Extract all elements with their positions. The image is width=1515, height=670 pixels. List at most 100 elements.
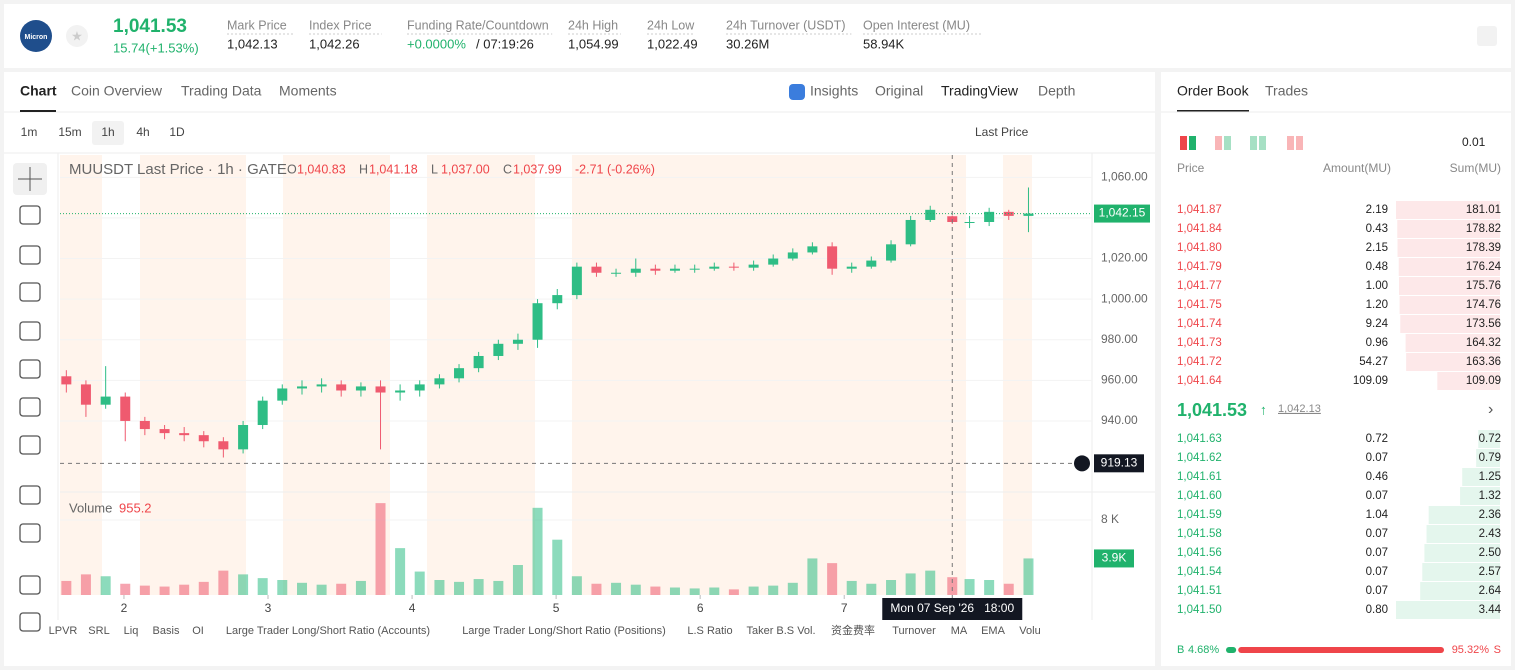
indicator[interactable]: LPVR	[49, 625, 78, 637]
view-mode[interactable]	[1287, 136, 1294, 150]
ob-price: 1,041.51	[1177, 585, 1222, 597]
ob-tab[interactable]: Order Book	[1177, 83, 1250, 99]
indicator[interactable]: 资金费率	[831, 623, 875, 637]
tool-icon[interactable]	[19, 397, 41, 417]
tab[interactable]: Chart	[20, 83, 57, 99]
depth-bar	[1476, 449, 1500, 467]
interval[interactable]: 4h	[136, 125, 149, 139]
ob-price: 1,041.84	[1177, 223, 1222, 235]
candle-body	[768, 258, 779, 265]
tool-icon[interactable]	[19, 612, 41, 632]
volume-bar	[218, 570, 229, 595]
depth-bar	[1406, 353, 1500, 371]
tool-icon[interactable]	[19, 523, 41, 543]
stat-label: 24h High	[568, 18, 618, 32]
tool-icon[interactable]	[19, 321, 41, 341]
tab[interactable]: Moments	[279, 83, 337, 99]
view-mode[interactable]	[1180, 136, 1187, 150]
view-option[interactable]: Original	[875, 83, 923, 99]
candle-body	[61, 376, 72, 385]
star[interactable]: ★	[71, 28, 83, 43]
legend-value: 1,037.99	[513, 162, 562, 176]
price-source[interactable]: Last Price	[975, 125, 1029, 139]
candle-body	[571, 266, 582, 296]
ob-sum: 2.43	[1479, 528, 1501, 540]
tool-icon[interactable]	[19, 245, 41, 265]
stat-value: 1,042.13	[227, 36, 278, 51]
ob-amount: 0.07	[1366, 452, 1388, 464]
depth-bar	[1420, 582, 1500, 600]
ob-sum: 2.36	[1479, 509, 1501, 521]
favorite[interactable]	[66, 25, 88, 47]
interval[interactable]: 15m	[58, 125, 81, 139]
x-tick-label: 4	[409, 601, 416, 615]
view-option[interactable]: Depth	[1038, 83, 1075, 99]
ob-sum: 164.32	[1466, 337, 1501, 349]
indicator[interactable]: Liq	[124, 625, 139, 637]
indicator[interactable]: OI	[192, 625, 204, 637]
depth-bar	[1396, 201, 1500, 219]
y-tick-label: 980.00	[1101, 332, 1138, 346]
volume-bar	[768, 585, 779, 595]
ob-price: 1,041.72	[1177, 356, 1222, 368]
ob-amount: 0.07	[1366, 585, 1388, 597]
candle-body	[414, 384, 425, 391]
view-option[interactable]: Insights	[810, 83, 858, 99]
stat-value: 30.26M	[726, 36, 769, 51]
tab[interactable]: Coin Overview	[71, 83, 163, 99]
ob-sum: 3.44	[1479, 604, 1502, 616]
interval[interactable]: 1h	[101, 125, 114, 139]
y-tick-label: 1,000.00	[1101, 291, 1148, 305]
volume-bar	[709, 587, 720, 595]
menu-button[interactable]	[1477, 26, 1497, 46]
volume-current: 955.2	[119, 500, 152, 515]
view-mode[interactable]	[1215, 136, 1222, 150]
tool-icon[interactable]	[19, 485, 41, 505]
legend-key: H	[359, 162, 368, 176]
view-mode[interactable]	[1259, 136, 1266, 150]
ob-tab[interactable]: Trades	[1265, 83, 1308, 99]
header-panel	[4, 4, 1511, 68]
indicator[interactable]: Large Trader Long/Short Ratio (Accounts)	[226, 625, 430, 637]
ai-icon	[789, 84, 805, 100]
mid-chevron[interactable]: ›	[1488, 401, 1493, 418]
volume-bar	[650, 586, 661, 595]
volume-bar	[787, 582, 798, 595]
y-tick-label: 940.00	[1101, 413, 1138, 427]
tool-icon[interactable]	[19, 359, 41, 379]
ob-sum: 175.76	[1466, 280, 1501, 292]
tool-icon[interactable]	[19, 282, 41, 302]
indicator[interactable]: L.S Ratio	[687, 625, 732, 637]
interval[interactable]: 1D	[169, 125, 185, 139]
view-mode[interactable]	[1250, 136, 1257, 150]
tool-icon[interactable]	[19, 575, 41, 595]
view-option[interactable]: TradingView	[941, 83, 1019, 99]
volume-bar	[277, 580, 288, 595]
tool-icon[interactable]	[19, 205, 41, 225]
indicator[interactable]: Volu	[1019, 625, 1040, 637]
legend-symbol: MUUSDT Last Price · 1h · GATE	[69, 161, 287, 178]
precision[interactable]: 0.01	[1462, 135, 1486, 149]
tab[interactable]: Trading Data	[181, 83, 262, 99]
indicator[interactable]: Turnover	[892, 625, 936, 637]
indicator[interactable]: EMA	[981, 625, 1006, 637]
interval-active[interactable]	[92, 121, 124, 145]
indicator[interactable]: Basis	[153, 625, 180, 637]
view-mode[interactable]	[1296, 136, 1303, 150]
indicator[interactable]: Large Trader Long/Short Ratio (Positions…	[462, 625, 666, 637]
interval[interactable]: 1m	[21, 125, 38, 139]
candle-body	[925, 209, 936, 220]
stat-value: 1,054.99	[568, 36, 619, 51]
depth-bar	[1422, 563, 1500, 581]
indicator[interactable]: SRL	[88, 625, 109, 637]
view-mode[interactable]	[1224, 136, 1231, 150]
indicator[interactable]: MA	[951, 625, 968, 637]
view-mode[interactable]	[1189, 136, 1196, 150]
legend-value: 1,040.83	[297, 162, 346, 176]
ob-col: Amount(MU)	[1323, 161, 1391, 175]
ob-amount: 0.07	[1366, 490, 1388, 502]
ratio-sell: 95.32%	[1452, 644, 1490, 656]
tool-icon[interactable]	[19, 435, 41, 455]
indicator[interactable]: Taker B.S Vol.	[746, 625, 815, 637]
candle-body	[532, 303, 543, 340]
